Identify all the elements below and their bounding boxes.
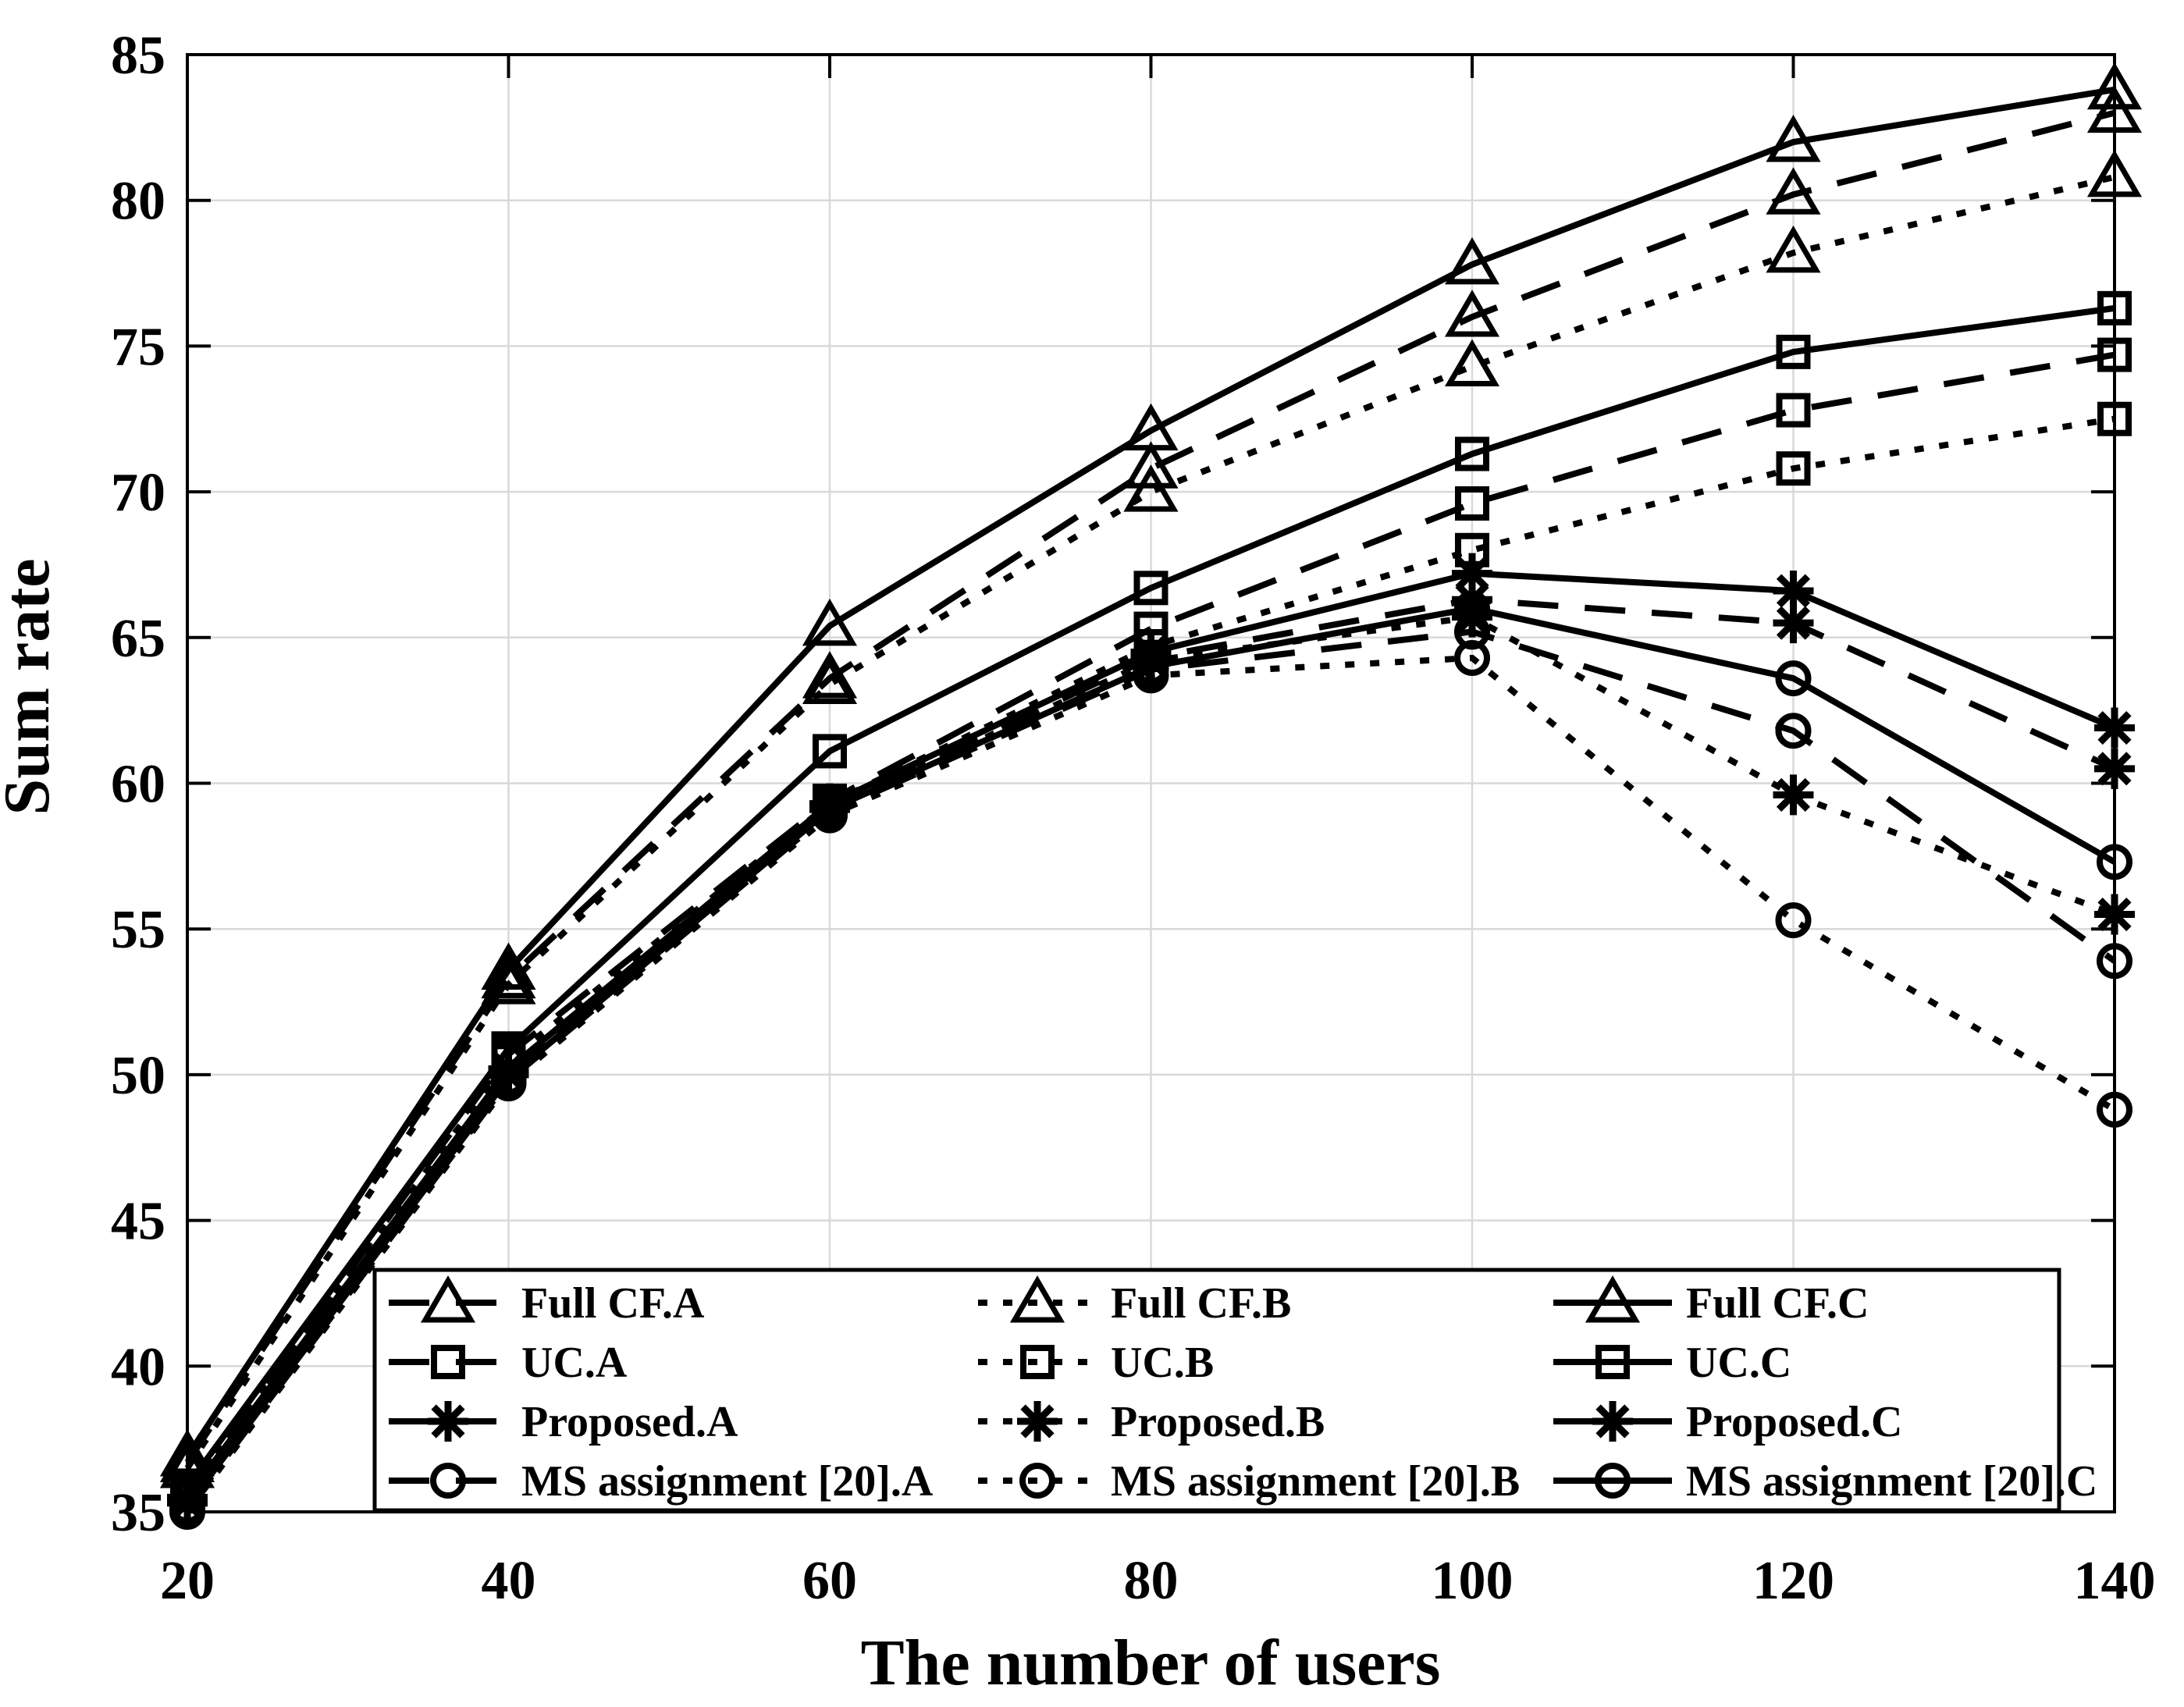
triangle-marker (1123, 441, 1179, 489)
y-tick-label: 75 (111, 317, 165, 377)
triangle-marker (1444, 236, 1500, 285)
y-tick-label: 50 (111, 1046, 165, 1106)
legend-label: MS assignment [20].A (521, 1457, 934, 1506)
triangle-marker (1585, 1275, 1641, 1323)
y-axis-label: Sum rate (0, 559, 63, 816)
triangle-marker (1123, 403, 1179, 451)
asterisk-marker (1773, 774, 1814, 816)
square-marker (1455, 436, 1489, 471)
series-line-10 (184, 304, 2115, 1488)
square-marker (1595, 1345, 1630, 1379)
series-line-1 (184, 109, 2115, 1464)
triangle-marker (481, 951, 536, 999)
circle-marker (430, 1463, 466, 1499)
square-marker (1776, 451, 1811, 486)
x-tick-label: 40 (482, 1551, 536, 1611)
legend-label: UC.B (1111, 1339, 1214, 1387)
x-axis-label: The number of users (861, 1627, 1441, 1699)
circle-marker (490, 1059, 527, 1096)
circle-marker (1775, 660, 1812, 697)
triangle-marker (1766, 167, 1821, 215)
y-tick-label: 45 (111, 1192, 165, 1252)
square-marker (813, 734, 847, 769)
legend-label: UC.A (521, 1339, 628, 1387)
triangle-marker (420, 1275, 476, 1323)
y-tick-label: 70 (111, 463, 165, 523)
square-marker (1133, 571, 1168, 606)
circle-marker (1775, 713, 1812, 749)
x-tick-label: 140 (2074, 1551, 2156, 1611)
triangle-marker (802, 598, 858, 646)
y-tick-label: 65 (111, 609, 165, 669)
asterisk-marker (1592, 1401, 1633, 1442)
asterisk-marker (1017, 1401, 1058, 1442)
circle-marker (1133, 649, 1169, 685)
y-tick-label: 55 (111, 900, 165, 960)
legend-label: Proposed.C (1686, 1398, 1902, 1446)
series-line-8 (184, 654, 2117, 1514)
series-line-9 (184, 86, 2115, 1459)
triangle-marker (1766, 225, 1821, 273)
legend-label: Proposed.A (521, 1398, 738, 1446)
x-tick-label: 80 (1124, 1551, 1179, 1611)
legend-label: Full CF.C (1686, 1279, 1869, 1328)
triangle-marker (1766, 115, 1821, 162)
circle-marker (1454, 590, 1490, 627)
triangle-marker (802, 651, 858, 699)
y-tick-label: 80 (111, 172, 165, 232)
circle-marker (1595, 1463, 1631, 1499)
legend-label: UC.C (1686, 1339, 1791, 1387)
series-line-12 (184, 605, 2116, 1508)
asterisk-marker (1452, 553, 1492, 594)
series-line-6 (184, 415, 2115, 1496)
square-marker (1776, 334, 1811, 369)
circle-marker (1454, 639, 1490, 676)
triangle-marker (1123, 464, 1179, 512)
legend-label: Proposed.B (1111, 1398, 1325, 1446)
x-tick-label: 120 (1752, 1551, 1834, 1611)
triangle-marker (1009, 1275, 1065, 1323)
triangle-marker (1444, 339, 1500, 387)
x-tick-label: 20 (160, 1551, 215, 1611)
legend-label: MS assignment [20].C (1686, 1457, 2097, 1506)
square-marker (1455, 486, 1489, 521)
legend-label: MS assignment [20].B (1111, 1457, 1520, 1506)
asterisk-marker (1773, 571, 1814, 612)
legend-box (372, 1268, 2061, 1513)
legend-label: Full CF.B (1111, 1279, 1291, 1328)
x-tick-label: 100 (1432, 1551, 1514, 1611)
legend-label: Full CF.A (521, 1279, 705, 1328)
square-marker (1776, 393, 1811, 428)
tick-label-layer: 20 40 60 80 100 120 140 35 40 45 50 55 60 65 70 75 80 85 (111, 26, 2156, 1611)
y-tick-label: 60 (111, 755, 165, 815)
y-tick-label: 35 (111, 1483, 165, 1543)
circle-marker (812, 791, 848, 828)
circle-marker (1019, 1463, 1055, 1499)
triangle-marker (481, 942, 536, 990)
y-tick-label: 40 (111, 1337, 165, 1397)
y-tick-label: 85 (111, 26, 165, 86)
circle-marker (1775, 902, 1812, 938)
triangle-marker (802, 656, 858, 705)
triangle-marker (1444, 290, 1500, 337)
square-marker (1020, 1345, 1055, 1379)
asterisk-marker (428, 1401, 468, 1442)
x-tick-label: 60 (802, 1551, 857, 1611)
legend: Full CF.A UC.A Proposed.A MS assignment [20… (372, 1268, 2097, 1513)
square-marker (431, 1345, 465, 1379)
